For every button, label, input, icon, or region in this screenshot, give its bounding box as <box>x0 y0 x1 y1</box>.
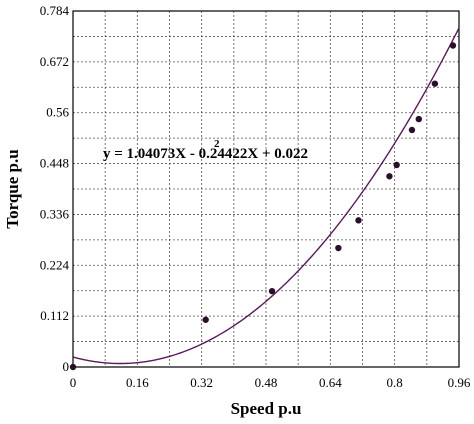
fit-curve <box>72 27 460 365</box>
data-point <box>355 217 362 224</box>
y-tick-label: 0.56 <box>46 105 69 120</box>
y-tick-label: 0.448 <box>40 156 69 171</box>
x-tick-label: 0.32 <box>190 375 213 390</box>
x-tick-labels: 0 0.16 0.32 0.48 0.64 0.8 0.96 <box>70 375 471 390</box>
grid-lines <box>72 10 460 368</box>
y-tick-label: 0.784 <box>40 3 70 18</box>
data-point <box>431 80 439 87</box>
y-tick-label: 0.112 <box>40 308 69 323</box>
data-point <box>408 126 416 134</box>
equation-label: y = 1.04073X - 0.24422X + 0.022 <box>103 146 308 162</box>
data-points <box>69 42 457 371</box>
y-tick-label: 0.672 <box>40 54 69 69</box>
data-point <box>393 161 400 169</box>
data-point <box>268 287 276 295</box>
data-point <box>202 316 209 323</box>
data-point <box>69 363 77 371</box>
data-point <box>335 244 342 252</box>
data-point <box>386 173 393 180</box>
y-tick-labels: 0 0.112 0.224 0.336 0.448 0.56 0.672 0.784 <box>40 3 70 374</box>
x-axis-title: Speed p.u <box>231 399 302 418</box>
y-tick-label: 0 <box>63 359 70 374</box>
y-tick-label: 0.224 <box>40 257 70 272</box>
x-tick-label: 0.48 <box>255 375 278 390</box>
plot-frame <box>72 10 460 368</box>
y-axis-title: Torque p.u <box>3 149 22 228</box>
y-tick-label: 0.336 <box>40 206 70 221</box>
x-tick-label: 0.96 <box>448 375 471 390</box>
data-point <box>415 115 422 123</box>
equation-exponent: 2 <box>214 138 220 150</box>
x-tick-label: 0.8 <box>387 375 403 390</box>
x-tick-label: 0 <box>70 375 77 390</box>
data-point <box>449 42 457 49</box>
x-tick-label: 0.64 <box>319 375 342 390</box>
x-tick-label: 0.16 <box>126 375 149 390</box>
